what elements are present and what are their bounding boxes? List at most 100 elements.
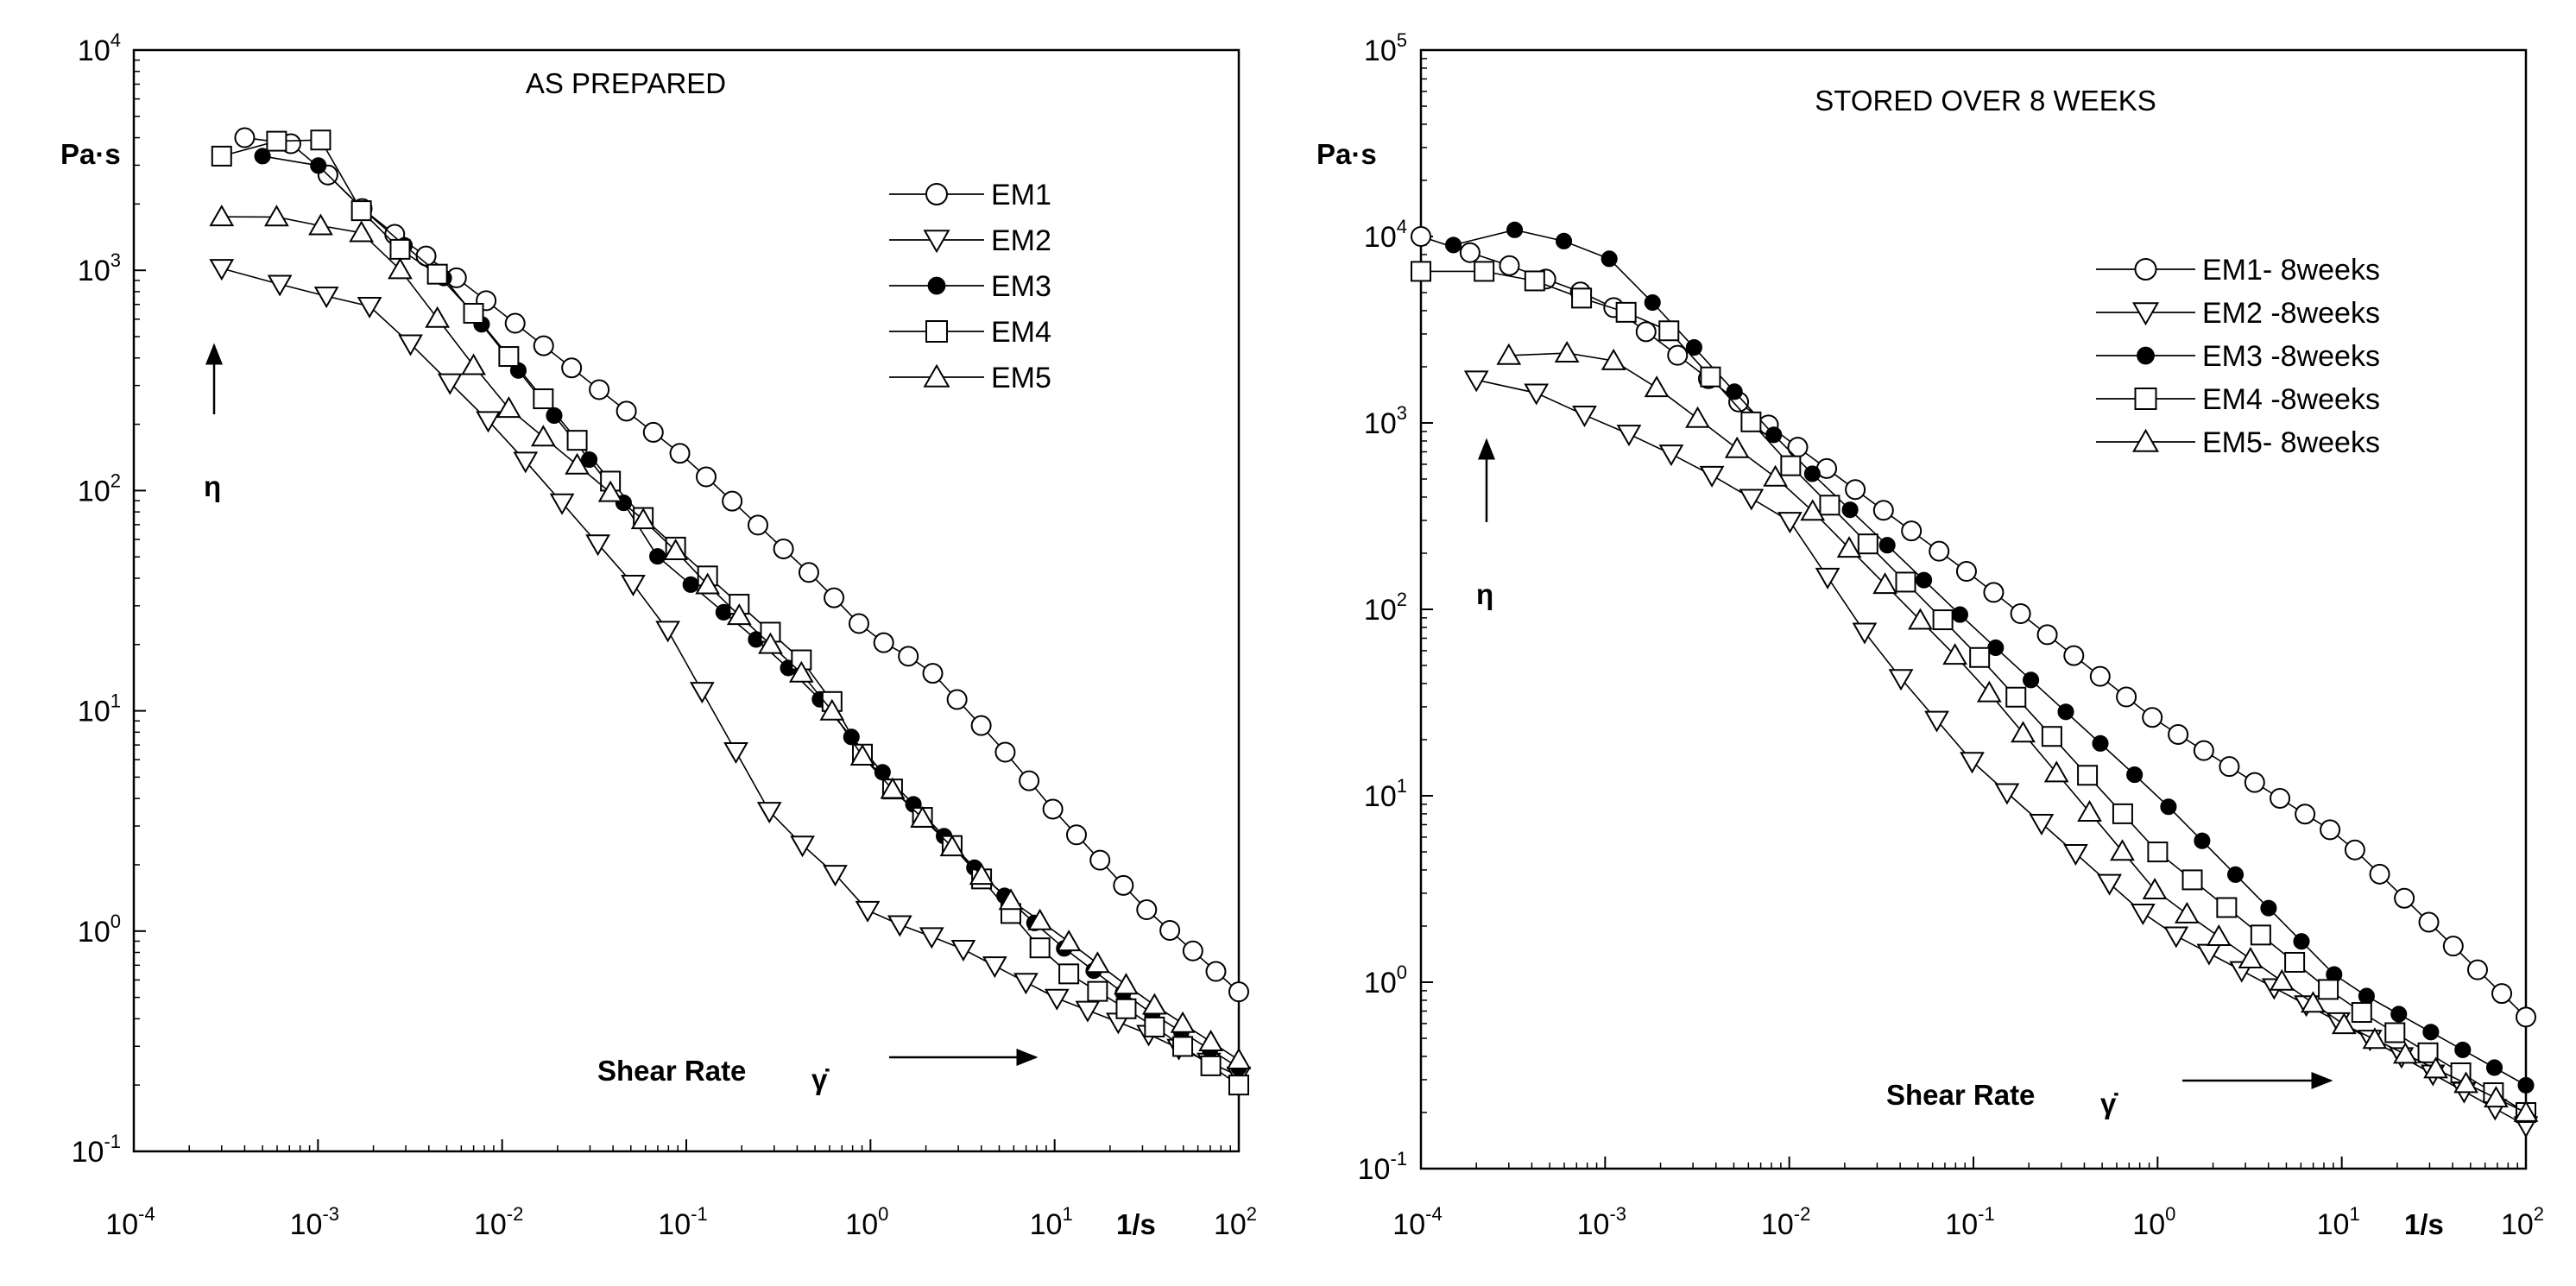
- data-point: [1878, 537, 1896, 554]
- data-point: [2194, 832, 2211, 849]
- data-point: [1987, 639, 2005, 657]
- y-tick-label: 10-1: [72, 1131, 121, 1169]
- data-point: [1506, 221, 1524, 238]
- data-point: [1056, 930, 1082, 952]
- data-point: [2193, 740, 2214, 761]
- data-point: [723, 742, 748, 765]
- legend-marker: [2131, 302, 2160, 326]
- data-point: [1601, 348, 1626, 370]
- data-point: [922, 663, 944, 684]
- data-point: [2147, 842, 2169, 863]
- data-point: [2295, 804, 2316, 825]
- data-point: [1740, 411, 1762, 432]
- data-point: [788, 660, 814, 683]
- data-point: [498, 346, 520, 368]
- data-point: [1042, 798, 1064, 820]
- data-point: [264, 205, 289, 227]
- legend-marker: [2137, 346, 2155, 365]
- data-point: [1459, 242, 1481, 263]
- data-point: [463, 302, 484, 324]
- data-point: [2029, 813, 2055, 835]
- data-point: [798, 562, 819, 583]
- data-point: [1685, 406, 1710, 428]
- x-tick-label: 10-1: [1945, 1203, 1994, 1241]
- data-point: [2174, 901, 2200, 924]
- data-point: [682, 576, 699, 593]
- data-point: [437, 373, 463, 395]
- data-point: [1700, 366, 1721, 388]
- x-tick-label: 10-2: [474, 1203, 523, 1241]
- data-point: [655, 621, 681, 643]
- data-point: [2358, 987, 2375, 1005]
- data-point: [2453, 1071, 2478, 1094]
- data-point: [1228, 981, 1249, 1003]
- data-point: [2417, 1042, 2439, 1063]
- data-point: [1685, 339, 1702, 356]
- data-point: [722, 490, 743, 512]
- data-point: [1114, 973, 1139, 995]
- data-point: [1228, 1075, 1249, 1096]
- data-point: [2163, 926, 2189, 949]
- data-point: [2491, 983, 2513, 1005]
- data-point: [561, 357, 583, 379]
- data-point: [2392, 1042, 2418, 1064]
- data-point: [389, 238, 411, 260]
- data-point: [2423, 1056, 2448, 1079]
- data-point: [266, 130, 287, 152]
- data-point: [2011, 721, 2036, 743]
- data-point: [2023, 671, 2040, 689]
- data-point: [616, 400, 637, 422]
- data-point: [1601, 250, 1618, 268]
- data-point: [919, 927, 944, 949]
- data-point: [1524, 270, 1545, 292]
- data-point: [2126, 766, 2144, 784]
- data-point: [855, 900, 881, 923]
- data-point: [504, 312, 526, 334]
- series-line: [244, 136, 1240, 993]
- data-point: [1658, 320, 1680, 342]
- data-point: [2483, 1086, 2509, 1108]
- y-tick-label: 105: [1364, 29, 1407, 67]
- data-point: [388, 257, 413, 280]
- data-point: [1815, 567, 1840, 589]
- data-point: [546, 407, 563, 424]
- data-point: [1200, 1055, 1222, 1076]
- data-point: [1499, 255, 1520, 276]
- data-point: [1172, 1036, 1194, 1057]
- data-point: [1635, 321, 1657, 343]
- data-point: [998, 888, 1024, 911]
- data-point: [1969, 646, 1991, 668]
- data-point: [939, 835, 965, 857]
- data-point: [461, 353, 486, 375]
- data-point: [496, 396, 521, 419]
- data-point: [1170, 1011, 1196, 1033]
- series-em4-8weeks: [1411, 261, 2536, 1123]
- data-point: [994, 741, 1016, 763]
- data-point: [1658, 444, 1684, 467]
- legend-marker: [923, 363, 950, 388]
- y-axis-unit-label: Pa·s: [1316, 138, 1377, 170]
- legend-label: EM1- 8weeks: [2202, 254, 2380, 287]
- data-point: [2168, 723, 2189, 745]
- data-point: [349, 220, 375, 243]
- x-axis-unit: 1/s: [2404, 1208, 2444, 1240]
- y-tick-label: 104: [78, 29, 121, 67]
- data-point: [1765, 426, 1783, 444]
- data-point: [1942, 643, 1968, 665]
- data-point: [2418, 911, 2440, 933]
- data-point: [565, 452, 590, 475]
- data-point: [476, 411, 501, 433]
- data-point: [2269, 968, 2295, 991]
- data-point: [2077, 765, 2099, 786]
- legend-label: EM4: [991, 316, 1051, 349]
- data-point: [1136, 899, 1158, 921]
- data-point: [308, 213, 333, 236]
- x-axis-label: Shear Rate: [1886, 1079, 2035, 1111]
- data-point: [2422, 1024, 2440, 1041]
- y-tick-label: 100: [1364, 961, 1407, 999]
- data-point: [689, 682, 715, 704]
- x-axis-label: Shear Rate: [597, 1055, 746, 1087]
- data-point: [566, 430, 588, 451]
- data-point: [1872, 500, 1894, 521]
- data-point: [1819, 495, 1840, 516]
